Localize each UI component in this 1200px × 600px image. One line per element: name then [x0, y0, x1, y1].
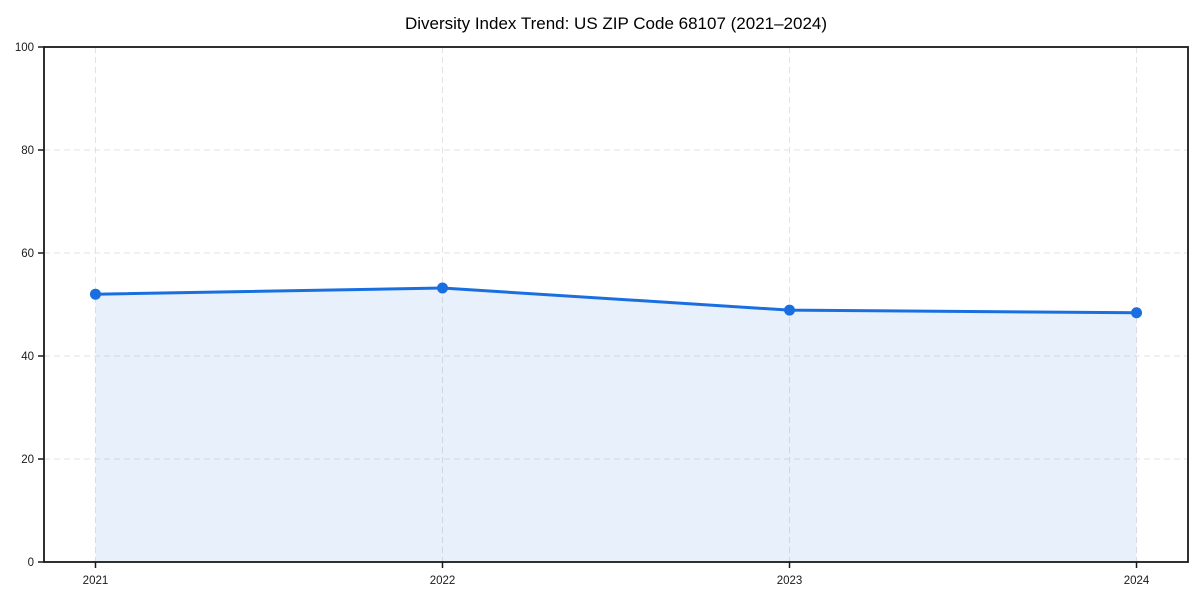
data-point-2022	[436, 282, 448, 294]
x-tick-label: 2021	[83, 575, 109, 587]
y-tick-label: 40	[21, 351, 34, 363]
data-point-2024	[1131, 307, 1143, 319]
area-fill	[95, 288, 1137, 562]
x-tick-label: 2023	[777, 575, 803, 587]
x-tick-label: 2022	[430, 575, 456, 587]
y-tick-label: 0	[28, 557, 34, 569]
y-tick-label: 80	[21, 145, 34, 157]
y-tick-label: 100	[15, 42, 34, 54]
chart-title: Diversity Index Trend: US ZIP Code 68107…	[404, 14, 828, 33]
plot-border	[43, 46, 1189, 563]
x-tick-label: 2024	[1124, 575, 1150, 587]
trend-line	[93, 286, 1139, 315]
y-tick-label: 60	[21, 248, 34, 260]
data-point-2021	[89, 288, 101, 300]
data-point-2023	[784, 304, 796, 316]
y-tick-label: 20	[21, 454, 34, 466]
